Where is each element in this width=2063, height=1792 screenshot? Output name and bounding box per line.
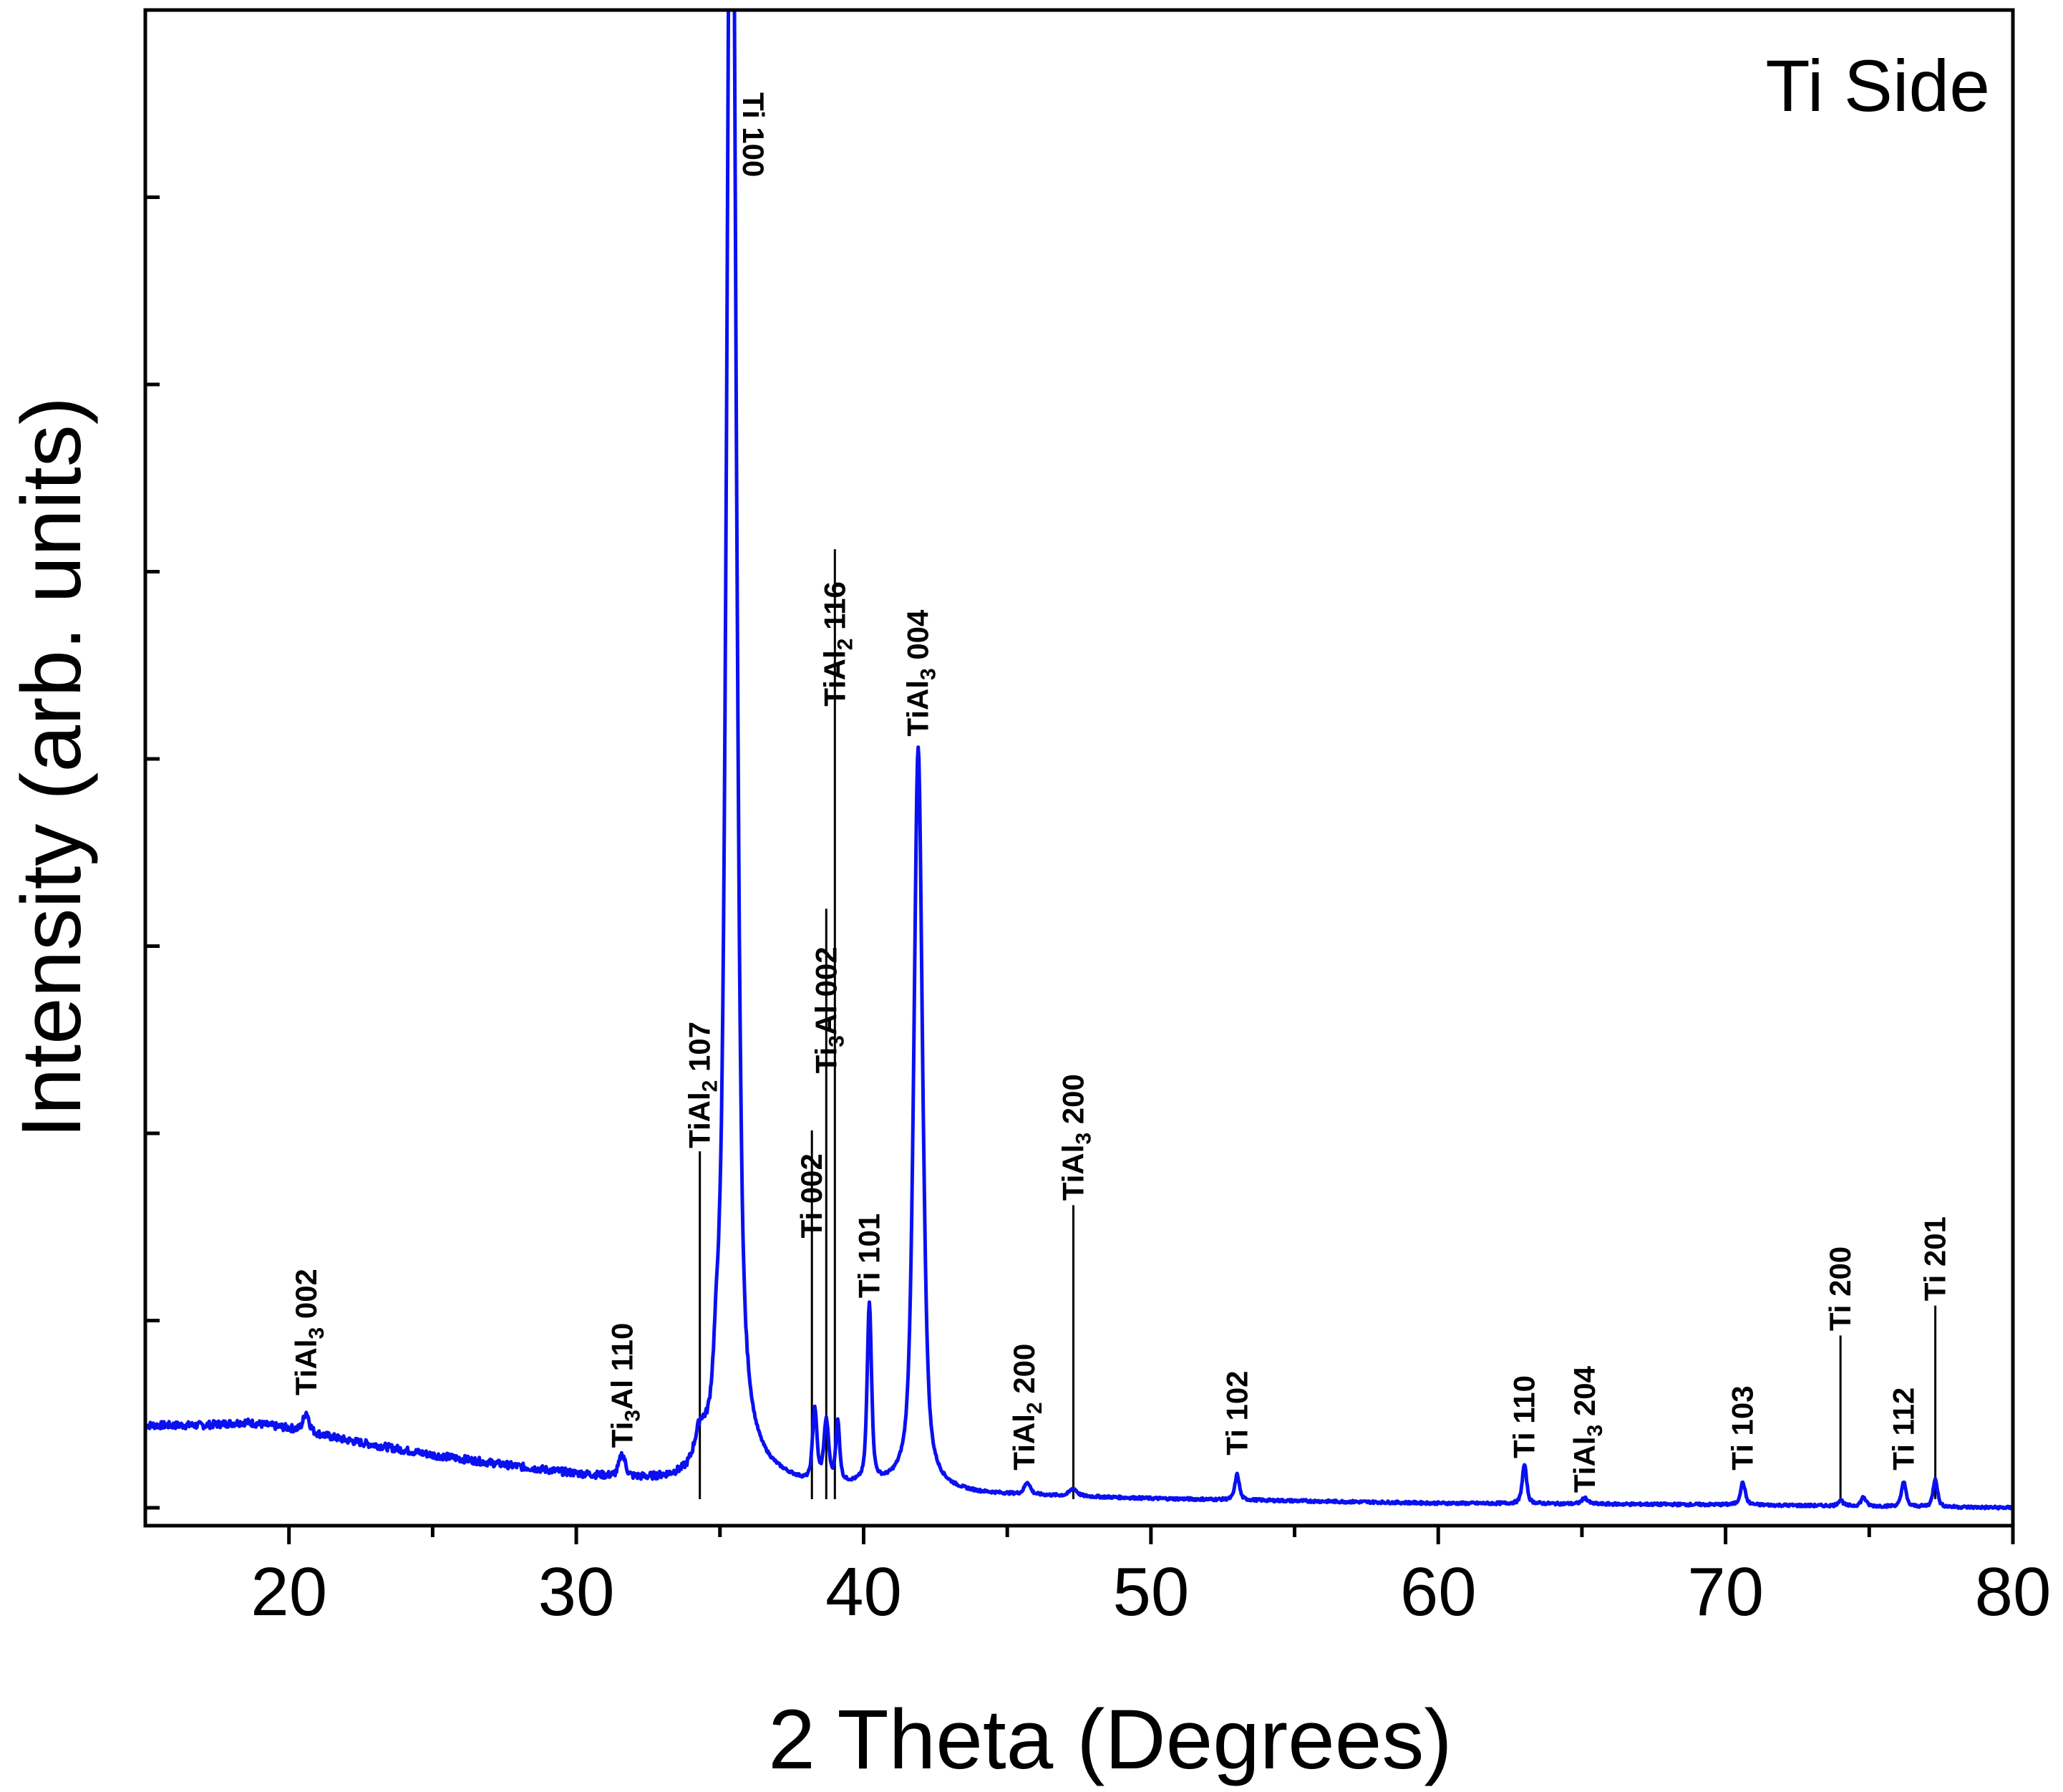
peak-annotation: Ti 112 xyxy=(1886,1387,1920,1471)
peak-label: Ti 002 xyxy=(795,1153,828,1238)
series-layer xyxy=(145,10,2013,1511)
peak-annotations: TiAl3 002 Ti3Al 110 TiAl2 107 Ti 100 Ti 002 T… xyxy=(289,92,1952,1499)
axis-ticks: 20 30 40 50 60 70 80 xyxy=(145,195,2052,1630)
peak-label: Ti3Al 110 xyxy=(605,1323,644,1448)
peak-annotation: Ti 102 xyxy=(1220,1370,1253,1455)
y-axis-title: Intensity (arb. units) xyxy=(4,397,99,1138)
peak-label: Ti3Al 002 xyxy=(809,946,848,1073)
peak-label: TiAl2 107 xyxy=(683,1022,722,1148)
peak-label: TiAl2 116 xyxy=(817,581,857,707)
peak-label: Ti 110 xyxy=(1508,1375,1541,1458)
peak-annotation: Ti 002 xyxy=(795,1130,828,1499)
x-tick-label: 70 xyxy=(1687,1554,1764,1630)
peak-annotation: TiAl3 002 xyxy=(289,1269,329,1395)
peak-label: Ti 102 xyxy=(1220,1370,1253,1455)
x-tick-label: 60 xyxy=(1400,1554,1477,1630)
x-tick-label: 80 xyxy=(1975,1554,2052,1630)
peak-annotation: TiAl3 204 xyxy=(1568,1365,1607,1493)
peak-annotation: Ti3Al 002 xyxy=(809,909,848,1499)
peak-annotation: TiAl3 200 xyxy=(1056,1074,1095,1499)
series-line xyxy=(145,10,2013,1511)
panel-label: Ti Side xyxy=(1765,45,1990,127)
peak-label: Ti 103 xyxy=(1726,1385,1759,1470)
x-tick-label: 40 xyxy=(825,1554,902,1630)
peak-annotation: Ti 201 xyxy=(1918,1216,1952,1499)
x-tick-label: 30 xyxy=(538,1554,615,1630)
peak-label: Ti 201 xyxy=(1918,1216,1952,1301)
peak-label: TiAl3 200 xyxy=(1056,1074,1095,1201)
peak-annotation: Ti 101 xyxy=(852,1214,885,1298)
peak-label: Ti 112 xyxy=(1886,1387,1920,1471)
x-tick-label: 20 xyxy=(251,1554,327,1630)
x-tick-label: 50 xyxy=(1112,1554,1189,1630)
peak-annotation: TiAl2 116 xyxy=(817,549,857,1499)
peak-label: Ti 101 xyxy=(852,1214,885,1298)
peak-annotation: Ti 110 xyxy=(1508,1375,1541,1458)
peak-annotation: Ti 200 xyxy=(1823,1246,1857,1499)
peak-label: TiAl3 204 xyxy=(1568,1365,1607,1493)
peak-label: Ti 100 xyxy=(737,92,770,177)
peak-label: Ti 200 xyxy=(1823,1246,1857,1331)
peak-annotation: Ti3Al 110 xyxy=(605,1323,644,1448)
peak-annotation: Ti 100 xyxy=(737,92,770,177)
plot-frame xyxy=(143,8,2015,1528)
peak-annotation: TiAl2 107 xyxy=(683,1022,722,1499)
peak-annotation: Ti 103 xyxy=(1726,1385,1759,1470)
peak-label: TiAl3 004 xyxy=(901,609,941,737)
peak-label: TiAl2 200 xyxy=(1007,1344,1047,1471)
peak-annotation: TiAl3 004 xyxy=(901,609,941,737)
x-axis-title: 2 Theta (Degrees) xyxy=(768,1692,1452,1787)
peak-label: TiAl3 002 xyxy=(289,1269,329,1395)
peak-annotation: TiAl2 200 xyxy=(1007,1344,1047,1471)
